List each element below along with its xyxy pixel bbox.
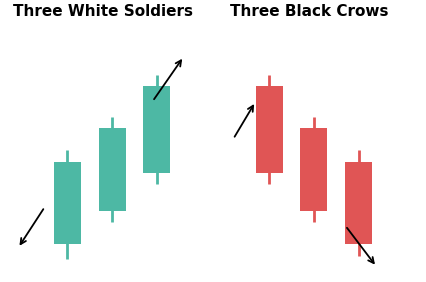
Text: Three White Soldiers: Three White Soldiers (13, 4, 193, 19)
Bar (54, 162, 81, 244)
Bar (300, 128, 327, 211)
Text: Three Black Crows: Three Black Crows (230, 4, 389, 19)
Bar (256, 87, 282, 173)
Bar (144, 87, 170, 173)
Bar (99, 128, 126, 211)
Bar (345, 162, 372, 244)
